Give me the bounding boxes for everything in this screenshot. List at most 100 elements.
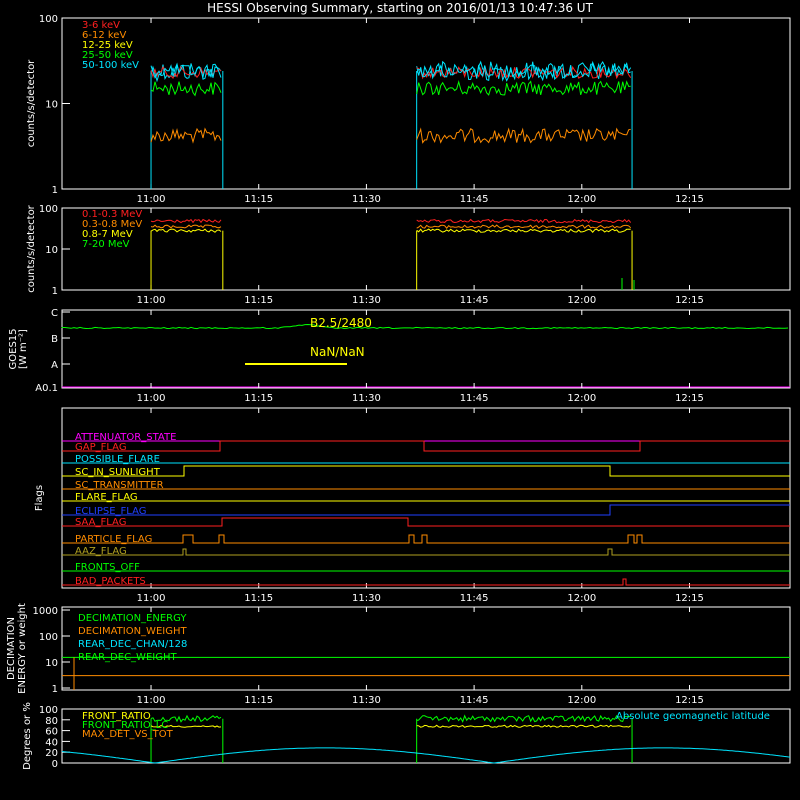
ratios-ytick-label: 40 <box>45 737 58 748</box>
ratios-series <box>150 724 222 728</box>
flags-label-5: FLARE_FLAG <box>75 492 138 503</box>
decimation-legend-1: DECIMATION_WEIGHT <box>78 626 187 637</box>
goes-xtick-label: 11:15 <box>244 393 273 404</box>
low-energy-xtick-label: 11:15 <box>244 194 273 205</box>
low-energy-legend-3: 25-50 keV <box>82 50 133 61</box>
flags-line-6 <box>62 504 790 516</box>
low-energy-series <box>150 65 222 80</box>
goes-series <box>61 323 789 330</box>
flags-label-11: BAD_PACKETS <box>75 576 146 587</box>
goes-annotation-2: NaN/NaN <box>310 345 365 359</box>
decimation-legend-0: DECIMATION_ENERGY <box>78 613 187 624</box>
goes-frame <box>61 309 791 389</box>
high-energy-xtick-label: 11:45 <box>460 295 489 306</box>
flags-label-8: PARTICLE_FLAG <box>75 534 152 545</box>
high-energy-xtick-label: 11:00 <box>137 295 166 306</box>
ratios-annotation: Absolute geomagnetic latitude <box>616 711 770 722</box>
low-energy-xtick-label: 11:30 <box>352 194 381 205</box>
low-energy-series <box>416 80 631 96</box>
flags-label-2: POSSIBLE_FLARE <box>75 454 160 465</box>
decimation-ytick-label: 1000 <box>33 606 58 617</box>
goes-ytick-label: C <box>51 308 58 319</box>
low-energy-series <box>416 62 632 80</box>
flags-label-10: FRONTS_OFF <box>75 562 140 573</box>
goes-ytick-label: A <box>51 360 58 371</box>
ratios-ylabel: Degrees or % <box>22 702 33 770</box>
flags-line-9 <box>62 548 790 556</box>
low-energy-legend-4: 50-100 keV <box>82 60 139 71</box>
decimation-frame <box>61 606 791 691</box>
flags-label-6: ECLIPSE_FLAG <box>75 506 146 517</box>
high-energy-xtick-label: 11:30 <box>352 295 381 306</box>
flags-ylabel: Flags <box>34 485 45 511</box>
high-energy-series <box>416 218 632 224</box>
low-energy-series <box>416 127 631 144</box>
flags-line-8 <box>62 534 790 544</box>
goes-xtick-label: 12:15 <box>675 393 704 404</box>
low-energy-ytick-label: 1 <box>52 185 58 196</box>
high-energy-ytick-label: 10 <box>45 245 58 256</box>
flags-label-3: SC_IN_SUNLIGHT <box>75 467 161 478</box>
decimation-xtick-label: 11:30 <box>352 695 381 706</box>
high-energy-series <box>416 224 632 229</box>
decimation-ylabel2: ENERGY or weight <box>17 603 28 694</box>
high-energy-xtick-label: 12:00 <box>567 295 596 306</box>
low-energy-xtick-label: 11:45 <box>460 194 489 205</box>
flags-label-1: GAP_FLAG <box>75 442 127 453</box>
ratios-series <box>416 714 631 723</box>
ratios-ytick-label: 0 <box>52 759 58 770</box>
goes-ylabel: GOES15 <box>8 328 19 369</box>
flags-line-11 <box>62 578 790 586</box>
high-energy-legend-3: 7-20 MeV <box>82 239 130 250</box>
low-energy-legend-2: 12-25 keV <box>82 40 133 51</box>
decimation-xtick-label: 12:15 <box>675 695 704 706</box>
ratios-frame <box>61 708 791 764</box>
high-energy-legend-0: 0.1-0.3 MeV <box>82 209 142 220</box>
flags-label-7: SAA_FLAG <box>75 517 126 528</box>
flags-xtick-label: 11:30 <box>352 593 381 604</box>
flags-xtick-label: 12:00 <box>567 593 596 604</box>
low-energy-series <box>150 63 222 83</box>
decimation-ytick-label: 100 <box>39 632 58 643</box>
decimation-ylabel: DECIMATION <box>6 617 17 680</box>
low-energy-ylabel: counts/s/detector <box>26 59 37 147</box>
high-energy-ylabel: counts/s/detector <box>26 204 37 292</box>
decimation-ytick-label: 1 <box>52 684 58 695</box>
decimation-ytick-label: 10 <box>45 658 58 669</box>
low-energy-xtick-label: 12:15 <box>675 194 704 205</box>
decimation-legend-2: REAR_DEC_CHAN/128 <box>78 639 187 650</box>
ratios-legend-2: MAX_DET_VS_TOT <box>82 729 174 740</box>
low-energy-series <box>416 65 632 80</box>
low-energy-legend-1: 6-12 keV <box>82 30 126 41</box>
high-energy-xtick-label: 12:15 <box>675 295 704 306</box>
decimation-legend-3: REAR_DEC_WEIGHT <box>78 652 177 663</box>
decimation-xtick-label: 12:00 <box>567 695 596 706</box>
goes-xtick-label: 11:30 <box>352 393 381 404</box>
flags-label-4: SC_TRANSMITTER <box>75 480 164 491</box>
flags-frame <box>61 407 791 589</box>
low-energy-ytick-label: 100 <box>39 14 58 25</box>
low-energy-xtick-label: 12:00 <box>567 194 596 205</box>
low-energy-xtick-label: 11:00 <box>137 194 166 205</box>
high-energy-series <box>150 218 222 224</box>
flags-xtick-label: 12:15 <box>675 593 704 604</box>
low-energy-series <box>150 81 222 97</box>
goes-ytick-label: B <box>51 334 58 345</box>
ratios-ytick-label: 60 <box>45 727 58 738</box>
high-energy-series <box>150 228 222 233</box>
low-energy-legend-0: 3-6 keV <box>82 20 120 31</box>
ratios-legend-1: FRONT_RATIO_LC <box>82 720 168 731</box>
flags-line-1 <box>62 440 790 452</box>
low-energy-series <box>150 127 222 144</box>
decimation-xtick-label: 11:00 <box>137 695 166 706</box>
goes-yunit: [W m⁻²] <box>18 329 29 369</box>
ratios-ytick-label: 100 <box>39 705 58 716</box>
ratios-legend-0: FRONT_RATIO <box>82 711 151 722</box>
goes-xtick-label: 11:45 <box>460 393 489 404</box>
goes-ytick-label: A0.1 <box>35 383 58 394</box>
flags-xtick-label: 11:45 <box>460 593 489 604</box>
flags-line-3 <box>62 465 790 477</box>
flags-label-9: AAZ_FLAG <box>75 546 127 557</box>
high-energy-legend-2: 0.8-7 MeV <box>82 229 133 240</box>
